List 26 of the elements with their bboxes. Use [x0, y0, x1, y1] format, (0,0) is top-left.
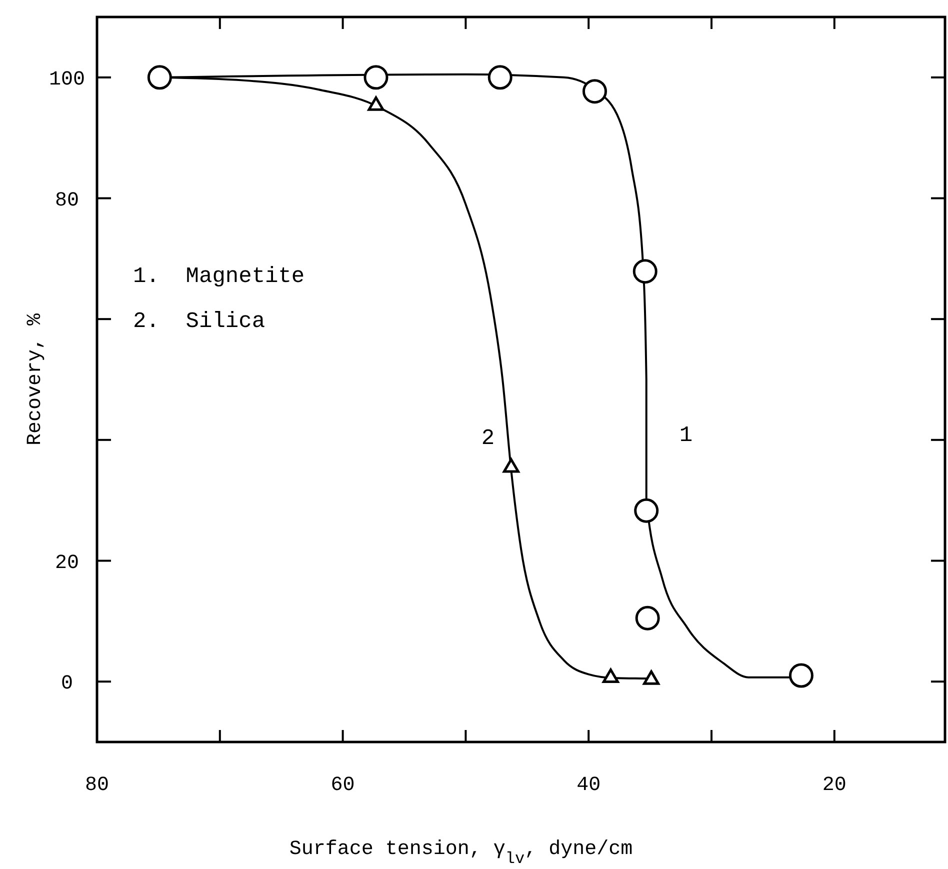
annotation: 2: [481, 426, 495, 451]
point: [788, 663, 814, 688]
y-tick-label: 20: [54, 552, 80, 575]
point: [147, 65, 172, 90]
x-tick-label: 60: [330, 774, 355, 797]
point: [635, 606, 660, 630]
x-tick-label: 20: [822, 774, 846, 797]
y-tick-label: 80: [54, 189, 80, 212]
y-tick-label: 0: [60, 672, 74, 696]
point: [632, 259, 658, 284]
point: [643, 670, 660, 685]
point: [488, 65, 512, 90]
point: [502, 458, 520, 473]
point: [634, 498, 659, 523]
y-tick-label: 100: [48, 68, 86, 92]
point: [368, 96, 384, 111]
annotation: 1: [679, 423, 693, 448]
annotation: 1. Magnetite: [133, 264, 305, 289]
x-axis-title: Surface tension, γ$_{lv}$, dyne/cm: [289, 838, 633, 868]
y-axis-title: Recovery, %: [24, 312, 47, 446]
point: [602, 668, 619, 683]
x-tick-label: 80: [84, 774, 110, 797]
point: [364, 65, 388, 90]
annotation: 2. Silica: [133, 309, 266, 334]
point: [582, 79, 607, 104]
x-tick-label: 40: [576, 774, 601, 797]
